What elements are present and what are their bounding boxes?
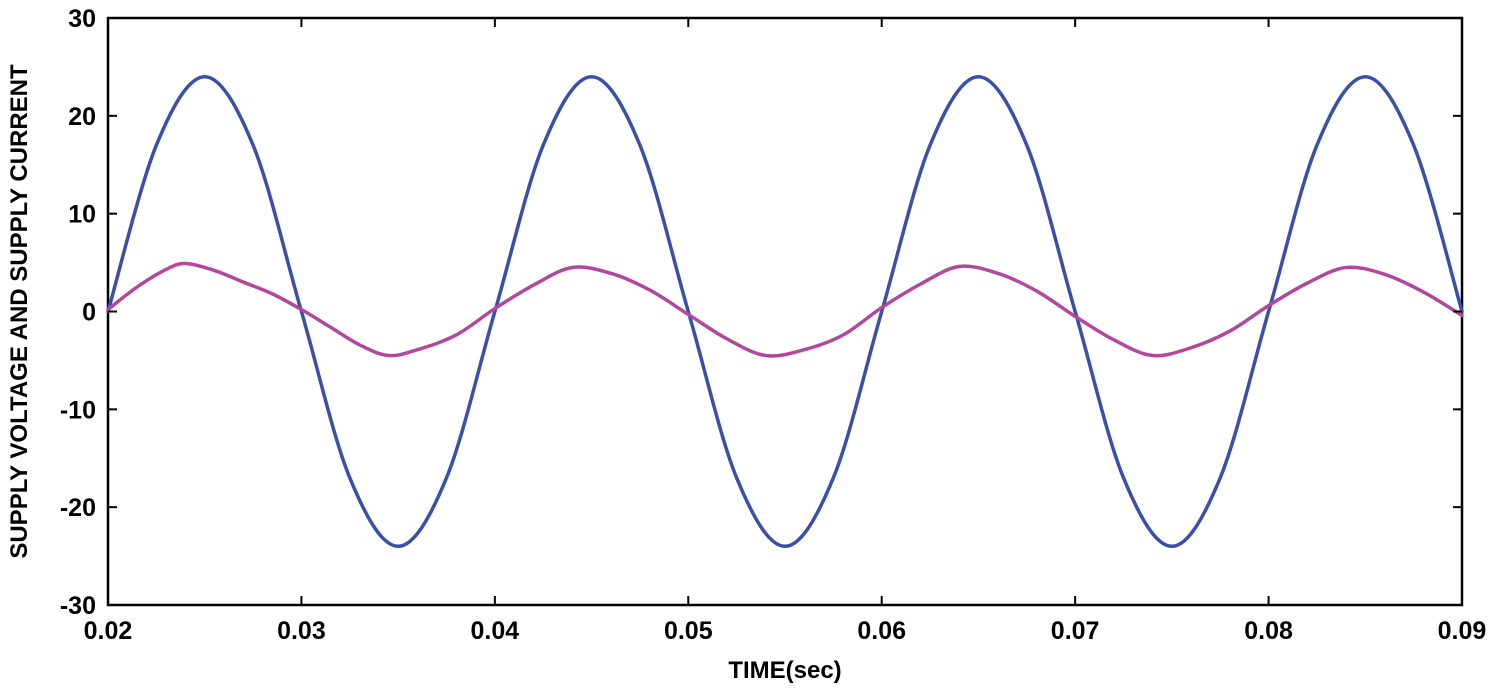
y-tick-label: 20 — [68, 103, 96, 131]
y-tick-label: -30 — [60, 592, 96, 620]
y-axis-label: SUPPLY VOLTAGE AND SUPPLY CURRENT — [6, 64, 33, 559]
y-tick-label: 30 — [68, 5, 96, 33]
x-tick-label: 0.03 — [277, 617, 326, 645]
x-tick-label: 0.04 — [471, 617, 520, 645]
y-tick-label: 0 — [82, 299, 96, 327]
x-tick-label: 0.02 — [84, 617, 133, 645]
x-axis-label: TIME(sec) — [728, 657, 841, 684]
x-tick-label: 0.09 — [1438, 617, 1487, 645]
series-line-1 — [106, 74, 1464, 549]
series-line-2 — [106, 261, 1464, 358]
x-tick-label: 0.07 — [1051, 617, 1100, 645]
y-tick-label: -10 — [60, 396, 96, 424]
ticks-layer: 0.02 0.03 0.04 0.05 0.06 0.07 0.08 0.09 30 20 10 0 -… — [60, 5, 1486, 645]
series-layer — [106, 74, 1464, 549]
x-tick-label: 0.05 — [664, 617, 713, 645]
x-tick-label: 0.06 — [857, 617, 906, 645]
y-tick-label: -20 — [60, 494, 96, 522]
y-tick-label: 10 — [68, 201, 96, 229]
x-tick-label: 0.08 — [1244, 617, 1293, 645]
